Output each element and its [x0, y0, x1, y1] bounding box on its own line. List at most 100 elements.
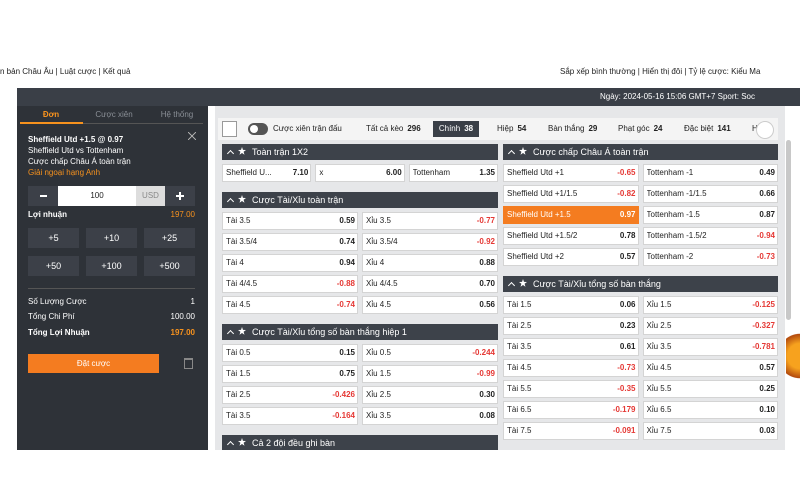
tab-count: 24	[653, 124, 663, 133]
quick-amount[interactable]: +10	[86, 228, 137, 248]
odds-cell[interactable]: Xỉu 3.5/4 -0.92	[362, 233, 498, 251]
odds-cell[interactable]: Xỉu 3.5 -0.77	[362, 212, 498, 230]
trash-icon[interactable]	[184, 358, 193, 369]
odds-cell[interactable]: Xỉu 0.5 -0.244	[362, 344, 498, 362]
quick-amount[interactable]: +50	[28, 256, 79, 276]
odds-cell[interactable]: Tài 2.5 0.23	[503, 317, 639, 335]
odds-cell[interactable]: x 6.00	[315, 164, 405, 182]
odds-cell[interactable]: Sheffield Utd +1/1.5 -0.82	[503, 185, 639, 203]
odds-cell[interactable]: Tài 6.5 -0.179	[503, 401, 639, 419]
odds-cell[interactable]: Tài 4.5 -0.73	[503, 359, 639, 377]
odds: -0.164	[332, 411, 355, 420]
odds: 0.25	[759, 384, 775, 393]
betslip-tab[interactable]: Cược xiên	[95, 110, 133, 119]
odds-cell[interactable]: Tottenham 1.35	[408, 164, 498, 182]
odds-cell[interactable]: Xỉu 1.5 -0.125	[642, 296, 778, 314]
date-bar: Ngày: 2024-05-16 15:06 GMT+7 Sport: Soc	[600, 92, 755, 101]
parlay-toggle[interactable]: Cược xiên trận đấu	[273, 124, 342, 133]
odds-cell[interactable]: Xỉu 4/4.5 0.70	[362, 275, 498, 293]
close-icon[interactable]	[188, 132, 196, 140]
odds-cell[interactable]: Sheffield Utd +2 0.57	[503, 248, 639, 266]
odds-cell[interactable]: Tottenham -1.5/2 -0.94	[642, 227, 778, 245]
odds: -0.73	[756, 252, 775, 261]
odds-cell[interactable]: Tottenham -1.5 0.87	[642, 206, 778, 224]
star-icon[interactable]	[238, 438, 247, 447]
odds-cell[interactable]: Sheffield U... 7.10	[222, 164, 312, 182]
betslip-tab[interactable]: Đơn	[42, 110, 60, 119]
market-label: Tottenham -1.5	[646, 210, 700, 219]
section-header[interactable]: Cược chấp Châu Á toàn trận	[503, 144, 778, 160]
odds-cell[interactable]: Tài 1.5 0.06	[503, 296, 639, 314]
next-arrow[interactable]	[756, 121, 774, 139]
odds-cell[interactable]: Xỉu 2.5 -0.327	[642, 317, 778, 335]
odds: 0.57	[619, 252, 636, 261]
section-header[interactable]: Cược Tài/Xỉu tổng số bàn thắng hiệp 1	[222, 324, 498, 340]
section-header[interactable]: Toàn trận 1X2	[222, 144, 498, 160]
odds-cell[interactable]: Xỉu 3.5 0.08	[362, 407, 498, 425]
stake-input[interactable]: 100	[58, 186, 136, 206]
odds-cell[interactable]: Tottenham -2 -0.73	[642, 248, 778, 266]
odds-cell[interactable]: Tài 3.5 0.59	[222, 212, 358, 230]
odds-cell[interactable]: Tottenham -1 0.49	[642, 164, 778, 182]
odds-cell[interactable]: Xỉu 4.5 0.57	[642, 359, 778, 377]
odds-cell[interactable]: Tài 4 0.94	[222, 254, 358, 272]
quick-amount[interactable]: +25	[144, 228, 195, 248]
odds: -0.82	[617, 189, 636, 198]
odds-cell[interactable]: Tài 1.5 0.75	[222, 365, 358, 383]
odds: 0.06	[619, 300, 636, 309]
odds-cell[interactable]: Sheffield Utd +1.5 0.97	[503, 206, 639, 224]
quick-amount[interactable]: +5	[28, 228, 79, 248]
odds-cell[interactable]: Tài 3.5 0.61	[503, 338, 639, 356]
section-header[interactable]: Cược Tài/Xỉu tổng số bàn thắng	[503, 276, 778, 292]
market-label: Sheffield Utd +2	[507, 252, 565, 261]
toolbar-tab[interactable]: Hiệp 54	[497, 121, 557, 137]
odds-cell[interactable]: Tài 3.5 -0.164	[222, 407, 358, 425]
odds-cell[interactable]: Tài 4.5 -0.74	[222, 296, 358, 314]
section-header[interactable]: Cược Tài/Xỉu toàn trận	[222, 192, 498, 208]
odds-cell[interactable]: Xỉu 4 0.88	[362, 254, 498, 272]
toolbar-tab[interactable]: Chính 38	[433, 121, 479, 137]
top-links[interactable]: Sắp xếp bình thường | Hiển thị đôi | Tỷ …	[560, 67, 761, 76]
odds-cell[interactable]: Tài 3.5/4 0.74	[222, 233, 358, 251]
odds-cell[interactable]: Tài 0.5 0.15	[222, 344, 358, 362]
odds-cell[interactable]: Xỉu 7.5 0.03	[642, 422, 778, 440]
odds-cell[interactable]: Xỉu 5.5 0.25	[642, 380, 778, 398]
currency: USD	[136, 186, 165, 206]
toolbar-tab[interactable]: Phạt góc 24	[618, 121, 678, 137]
odds-cell[interactable]: Tài 4/4.5 -0.88	[222, 275, 358, 293]
star-icon[interactable]	[238, 327, 247, 336]
odds-cell[interactable]: Sheffield Utd +1 -0.65	[503, 164, 639, 182]
odds: -0.74	[336, 300, 355, 309]
odds-cell[interactable]: Xỉu 6.5 0.10	[642, 401, 778, 419]
quick-amount[interactable]: +100	[86, 256, 137, 276]
odds-cell[interactable]: Tài 2.5 -0.426	[222, 386, 358, 404]
section-header[interactable]: Cả 2 đội đều ghi bàn	[222, 435, 498, 451]
odds-cell[interactable]: Xỉu 4.5 0.56	[362, 296, 498, 314]
odds-cell[interactable]: Xỉu 3.5 -0.781	[642, 338, 778, 356]
star-icon[interactable]	[238, 195, 247, 204]
chevron-icon	[226, 197, 235, 206]
quick-amount[interactable]: +500	[144, 256, 195, 276]
market-label: Xỉu 2.5	[366, 390, 391, 399]
odds: 0.57	[759, 363, 775, 372]
odds: -0.92	[476, 237, 495, 246]
odds-cell[interactable]: Xỉu 2.5 0.30	[362, 386, 498, 404]
league: Giải ngoại hạng Anh	[28, 168, 101, 177]
place-bet[interactable]: Đặt cược	[28, 354, 159, 373]
odds-cell[interactable]: Sheffield Utd +1.5/2 0.78	[503, 227, 639, 245]
betslip-tab[interactable]: Hệ thống	[160, 110, 194, 119]
odds-cell[interactable]: Tottenham -1/1.5 0.66	[642, 185, 778, 203]
star-icon[interactable]	[238, 147, 247, 156]
market-label: Tài 3.5/4	[226, 237, 258, 246]
odds-cell[interactable]: Tài 7.5 -0.091	[503, 422, 639, 440]
top-links[interactable]: n bản Châu Âu | Luật cược | Kết quả	[0, 67, 131, 76]
toolbar-tab[interactable]: Tất cả kèo 296	[366, 121, 426, 137]
odds-cell[interactable]: Xỉu 1.5 -0.99	[362, 365, 498, 383]
toolbar-tab[interactable]: H	[752, 121, 772, 137]
toolbar-tab[interactable]: Đặc biệt 141	[684, 121, 744, 137]
star-icon[interactable]	[519, 147, 528, 156]
toolbar-tab[interactable]: Bàn thắng 29	[548, 121, 608, 137]
star-icon[interactable]	[519, 279, 528, 288]
collapse-btn[interactable]	[222, 121, 237, 137]
odds-cell[interactable]: Tài 5.5 -0.35	[503, 380, 639, 398]
